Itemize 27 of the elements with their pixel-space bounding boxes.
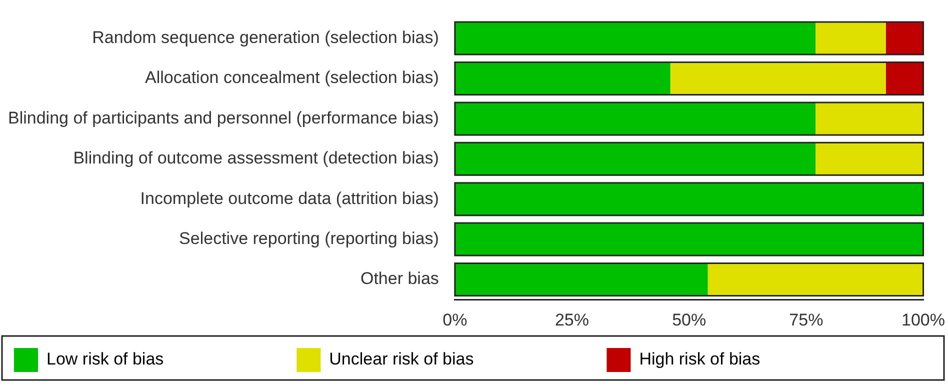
x-tick-label: 0% (442, 310, 468, 330)
bar (454, 142, 816, 176)
x-tick-label: 100% (902, 310, 945, 330)
y-tick-label: Other bias (360, 269, 439, 288)
bar (454, 62, 670, 95)
legend-label: Unclear risk of bias (329, 350, 593, 369)
bar (670, 62, 886, 95)
y-tick-label: Random sequence generation (selection bias) (92, 28, 439, 47)
legend-label: Low risk of bias (46, 350, 283, 369)
legend-label: High risk of bias (639, 350, 880, 369)
y-tick-label: Incomplete outcome data (attrition bias) (140, 188, 439, 208)
bar (816, 142, 924, 176)
x-tick-label: 25% (554, 310, 590, 330)
bar (454, 22, 816, 55)
bar (886, 22, 924, 55)
y-tick-label: Selective reporting (reporting bias) (179, 228, 439, 248)
y-tick-label: Blinding of outcome assessment (detection bias) (73, 148, 439, 168)
x-tick-label: 75% (789, 310, 824, 330)
bar (816, 22, 886, 55)
bar (454, 102, 816, 135)
bar (886, 62, 924, 95)
x-tick-label: 50% (672, 310, 706, 330)
y-tick-label: Blinding of participants and personnel (performance bias) (8, 108, 439, 128)
bar (708, 263, 924, 296)
y-tick-label: Allocation concealment (selection bias) (145, 68, 439, 88)
bar (816, 102, 924, 135)
bar (454, 263, 708, 296)
